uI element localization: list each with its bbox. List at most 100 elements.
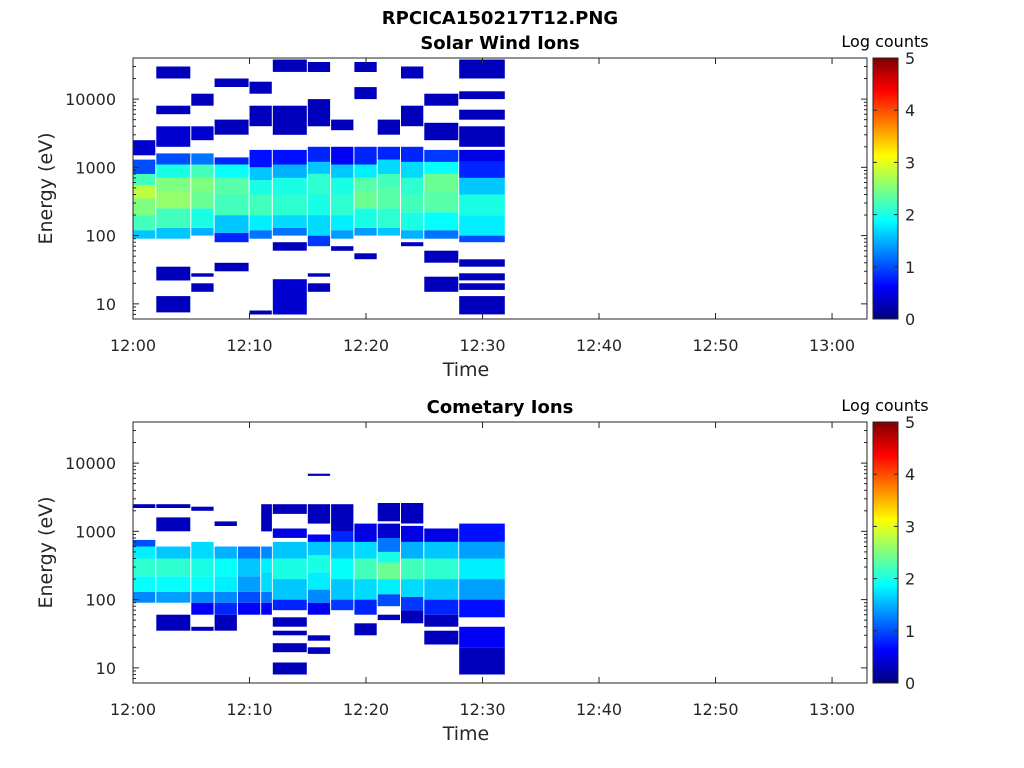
- heatmap-cell: [424, 230, 459, 239]
- heatmap-cell: [459, 161, 505, 178]
- heatmap-cell: [401, 610, 424, 624]
- x-tick-label: 13:00: [809, 700, 855, 719]
- heatmap-cell: [191, 626, 214, 631]
- heatmap-cell: [459, 215, 505, 236]
- y-axis-label: Energy (eV): [35, 132, 57, 244]
- x-axis-label: Time: [442, 723, 490, 745]
- heatmap-cell: [354, 227, 377, 236]
- heatmap-cell: [424, 541, 459, 559]
- heatmap-cell: [459, 579, 505, 600]
- heatmap-cell: [424, 174, 459, 192]
- heatmap-cell: [261, 558, 272, 573]
- heatmap-cell: [237, 602, 261, 615]
- heatmap-cell: [459, 149, 505, 162]
- y-axis-label: Energy (eV): [35, 496, 57, 608]
- x-tick-label: 12:00: [110, 700, 156, 719]
- y-tick-label: 10: [96, 295, 116, 314]
- x-axis-label: Time: [442, 359, 490, 381]
- colorbar-tick-label: 0: [905, 310, 915, 329]
- heatmap-cell: [156, 517, 191, 532]
- heatmap-cell: [214, 164, 249, 178]
- heatmap-cell: [156, 576, 191, 592]
- heatmap-cell: [307, 589, 331, 603]
- heatmap-cell: [191, 164, 214, 178]
- colorbar-tick-label: 1: [905, 258, 915, 277]
- heatmap-cell: [401, 177, 424, 195]
- x-tick-label: 12:30: [459, 336, 505, 355]
- heatmap-cell: [237, 591, 261, 603]
- heatmap-cell: [377, 579, 400, 595]
- heatmap-cell: [272, 227, 307, 236]
- heatmap-cell: [307, 647, 331, 654]
- heatmap-cell: [133, 504, 156, 508]
- colorbar-tick-label: 4: [905, 101, 915, 120]
- heatmap-cell: [307, 534, 331, 542]
- heatmap-cell: [354, 62, 377, 72]
- heatmap-cell: [307, 572, 331, 590]
- heatmap-cell: [354, 599, 377, 615]
- heatmap-cell: [401, 596, 424, 611]
- heatmap-cell: [191, 126, 214, 141]
- heatmap-cell: [133, 140, 156, 156]
- x-tick-label: 12:30: [459, 700, 505, 719]
- heatmap-cell: [331, 164, 354, 178]
- heatmap-cell: [191, 602, 214, 615]
- heatmap-cell: [156, 164, 191, 178]
- heatmap-cell: [272, 504, 307, 514]
- heatmap-cell: [214, 602, 237, 615]
- heatmap-cell: [261, 572, 272, 592]
- colorbar-tick-label: 5: [905, 49, 915, 68]
- heatmap-cell: [354, 208, 377, 228]
- heatmap-cell: [156, 558, 191, 577]
- heatmap-cell: [354, 523, 377, 542]
- heatmap-cell: [133, 215, 156, 231]
- heatmap-cell: [191, 227, 214, 236]
- heatmap-cell: [377, 208, 400, 228]
- heatmap-cell: [191, 283, 214, 292]
- heatmap-cell: [354, 191, 377, 209]
- heatmap-cell: [214, 232, 249, 243]
- heatmap-cell: [331, 119, 354, 131]
- heatmap-cell: [156, 591, 191, 603]
- heatmap-cell: [331, 177, 354, 195]
- heatmap-cell: [354, 87, 377, 100]
- heatmap-cell: [249, 194, 272, 215]
- heatmap-cell: [272, 242, 307, 251]
- solar-wind-panel: Solar Wind Ions 12:00 12:10 12:20 12:30 12:40…: [35, 32, 929, 381]
- heatmap-cell: [214, 119, 249, 135]
- colorbar-tick-label: 3: [905, 517, 915, 536]
- colorbar-tick-label: 3: [905, 153, 915, 172]
- heatmap-cell: [133, 159, 156, 174]
- heatmap-cell: [307, 146, 331, 162]
- heatmap-cell: [249, 105, 272, 127]
- heatmap-cell: [307, 161, 331, 174]
- heatmap-cell: [459, 273, 505, 281]
- heatmap-cell: [401, 146, 424, 162]
- heatmap-cell: [272, 105, 307, 135]
- axes-frame: [132, 57, 868, 320]
- heatmap-cell: [331, 146, 354, 165]
- heatmap-cell: [424, 599, 459, 615]
- heatmap-cell: [156, 153, 191, 165]
- heatmap-cell: [272, 541, 307, 559]
- heatmap-cell: [133, 185, 156, 199]
- heatmap-cell: [191, 591, 214, 603]
- heatmap-cell: [459, 126, 505, 147]
- heatmap-cell: [214, 262, 249, 272]
- x-tick-label: 12:20: [343, 700, 389, 719]
- heatmap-cell: [401, 579, 424, 597]
- heatmap-cell: [424, 276, 459, 292]
- heatmap-cell: [459, 599, 505, 618]
- heatmap-cell: [424, 558, 459, 579]
- heatmap-cell: [272, 599, 307, 611]
- heatmap-cell: [237, 558, 261, 577]
- heatmap-cell: [401, 161, 424, 178]
- y-tick-label: 10000: [65, 90, 116, 109]
- heatmap-cell: [214, 177, 249, 195]
- heatmap-cell: [272, 558, 307, 579]
- heatmap-cell: [272, 643, 307, 653]
- heatmap-cell: [156, 66, 191, 79]
- x-tick-label: 12:10: [226, 336, 272, 355]
- heatmap-cell: [156, 546, 191, 559]
